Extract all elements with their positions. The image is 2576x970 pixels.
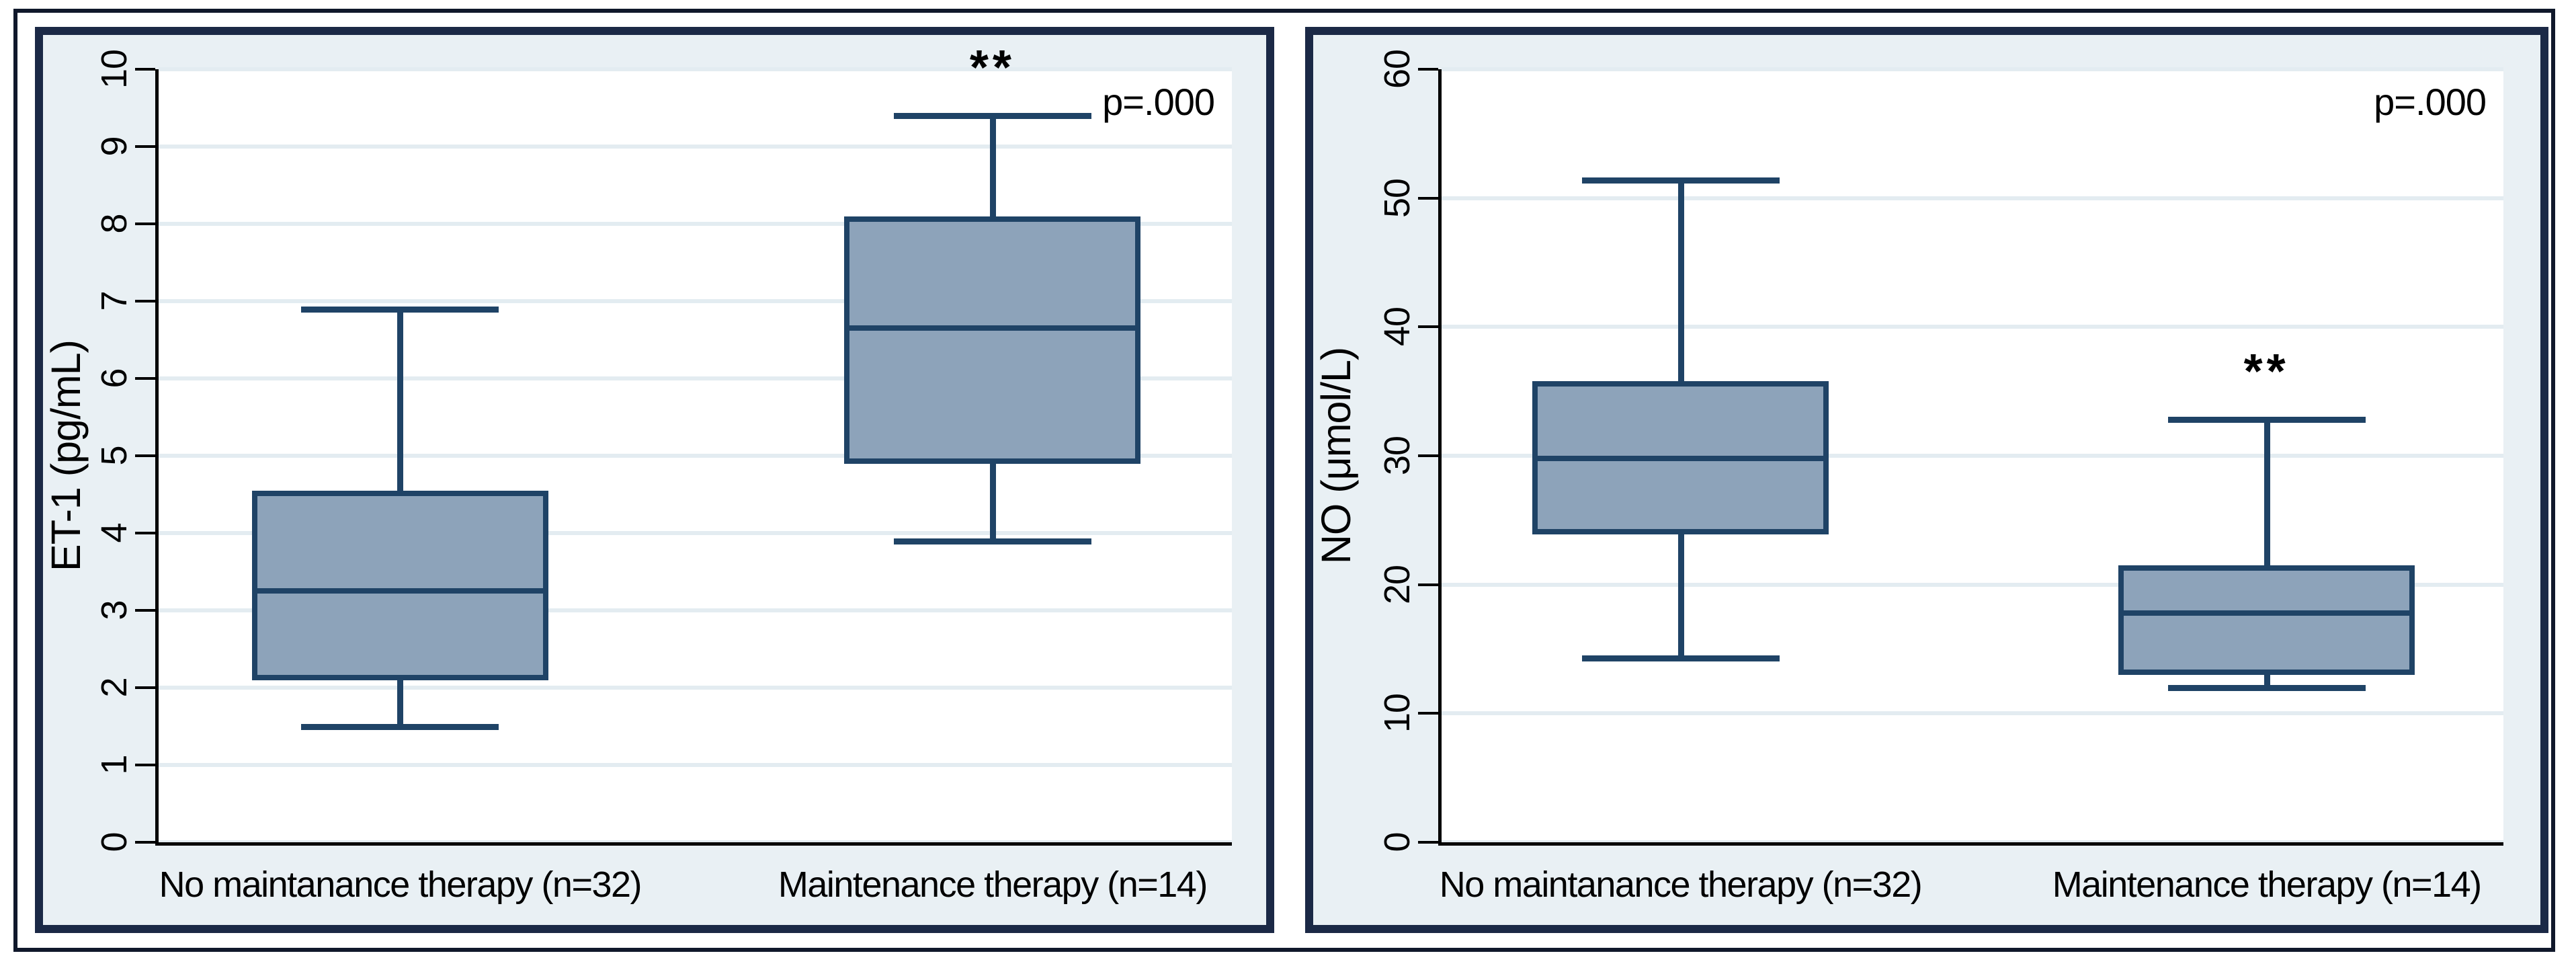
y-tick bbox=[135, 686, 155, 689]
gridline bbox=[1442, 582, 2503, 587]
gridline bbox=[159, 454, 1232, 458]
y-tick bbox=[135, 377, 155, 380]
lower-whisker-cap bbox=[2167, 685, 2366, 691]
y-tick-label: 60 bbox=[1377, 49, 1417, 89]
gridline bbox=[159, 67, 1232, 71]
y-tick bbox=[1418, 841, 1438, 844]
y-axis-title: NO (μmol/L) bbox=[1313, 347, 1359, 565]
gridline bbox=[1442, 196, 2503, 200]
median-line bbox=[2120, 610, 2414, 616]
y-tick bbox=[135, 532, 155, 534]
y-tick-label: 6 bbox=[94, 368, 134, 389]
p-value-label: p=.000 bbox=[2374, 81, 2487, 123]
lower-whisker-stem bbox=[397, 680, 404, 727]
x-group-label: Maintenance therapy (n=14) bbox=[778, 864, 1208, 905]
y-tick bbox=[135, 223, 155, 225]
median-line bbox=[1534, 455, 1827, 461]
y-tick bbox=[1418, 454, 1438, 457]
median-line bbox=[845, 325, 1140, 331]
gridline bbox=[1442, 67, 2503, 71]
gridline bbox=[1442, 325, 2503, 329]
upper-whisker-cap bbox=[893, 113, 1091, 119]
upper-whisker-stem bbox=[989, 116, 996, 216]
y-tick bbox=[135, 454, 155, 457]
y-tick bbox=[135, 609, 155, 612]
panel-no-boxplot: NO (μmol/L) p=.000 ** No maintanance the… bbox=[1305, 27, 2548, 933]
y-tick bbox=[135, 841, 155, 844]
x-axis-line bbox=[1438, 842, 2503, 846]
lower-whisker-stem bbox=[989, 463, 996, 541]
y-tick bbox=[1418, 712, 1438, 715]
x-group-label: No maintanance therapy (n=32) bbox=[1439, 864, 1923, 905]
gridline bbox=[159, 145, 1232, 149]
y-tick-label: 9 bbox=[94, 136, 134, 157]
y-axis-line bbox=[155, 69, 159, 846]
upper-whisker-stem bbox=[2263, 419, 2270, 565]
median-line bbox=[253, 588, 547, 594]
gridline bbox=[159, 222, 1232, 226]
upper-whisker-cap bbox=[2167, 417, 2366, 423]
y-tick bbox=[135, 300, 155, 302]
gridline bbox=[159, 763, 1232, 767]
x-axis-line bbox=[155, 842, 1232, 846]
lower-whisker-cap bbox=[301, 723, 499, 730]
y-tick bbox=[135, 145, 155, 148]
y-tick bbox=[1418, 68, 1438, 71]
plot-area: p=.000 ** bbox=[159, 41, 1232, 844]
box bbox=[844, 216, 1141, 464]
box bbox=[251, 490, 548, 680]
gridline bbox=[159, 376, 1232, 380]
gridline bbox=[159, 531, 1232, 535]
gridline bbox=[1442, 454, 2503, 458]
y-tick bbox=[135, 68, 155, 71]
box bbox=[2118, 565, 2415, 675]
upper-whisker-cap bbox=[301, 306, 499, 313]
y-tick bbox=[135, 764, 155, 766]
gridline bbox=[159, 686, 1232, 690]
y-axis-title: ET-1 (pg/mL) bbox=[43, 340, 89, 571]
y-tick-label: 7 bbox=[94, 291, 134, 311]
y-tick-label: 0 bbox=[1377, 832, 1417, 852]
lower-whisker-cap bbox=[893, 538, 1091, 544]
y-tick bbox=[1418, 196, 1438, 200]
y-tick-label: 40 bbox=[1377, 307, 1417, 347]
y-tick-label: 5 bbox=[94, 446, 134, 466]
y-tick-label: 30 bbox=[1377, 436, 1417, 476]
y-tick-label: 20 bbox=[1377, 565, 1417, 604]
upper-whisker-stem bbox=[1677, 179, 1684, 381]
y-axis-line bbox=[1438, 69, 1442, 846]
y-tick-label: 1 bbox=[94, 755, 134, 775]
significance-marker: ** bbox=[2243, 345, 2290, 399]
y-tick-label: 4 bbox=[94, 523, 134, 543]
lower-whisker-stem bbox=[1677, 534, 1684, 658]
plot-area: p=.000 ** bbox=[1442, 67, 2503, 844]
x-group-label: Maintenance therapy (n=14) bbox=[2052, 864, 2482, 905]
y-tick bbox=[1418, 583, 1438, 586]
lower-whisker-cap bbox=[1581, 655, 1780, 661]
y-tick-label: 10 bbox=[1377, 694, 1417, 733]
upper-whisker-cap bbox=[1581, 177, 1780, 184]
y-tick-label: 3 bbox=[94, 600, 134, 620]
y-tick-label: 50 bbox=[1377, 178, 1417, 218]
lower-whisker-stem bbox=[2263, 674, 2270, 688]
p-value-label: p=.000 bbox=[1102, 81, 1215, 123]
gridline bbox=[159, 299, 1232, 303]
panel-et1-boxplot: ET-1 (pg/mL) p=.000 ** No maintanance th… bbox=[35, 27, 1274, 933]
gridline bbox=[159, 608, 1232, 612]
y-tick-label: 0 bbox=[94, 832, 134, 852]
y-tick-label: 2 bbox=[94, 678, 134, 698]
gridline bbox=[1442, 711, 2503, 716]
y-tick bbox=[1418, 325, 1438, 329]
x-group-label: No maintanance therapy (n=32) bbox=[159, 864, 642, 905]
y-tick-label: 10 bbox=[94, 49, 134, 89]
upper-whisker-stem bbox=[397, 309, 404, 491]
significance-marker: ** bbox=[969, 41, 1015, 95]
y-tick-label: 8 bbox=[94, 214, 134, 234]
